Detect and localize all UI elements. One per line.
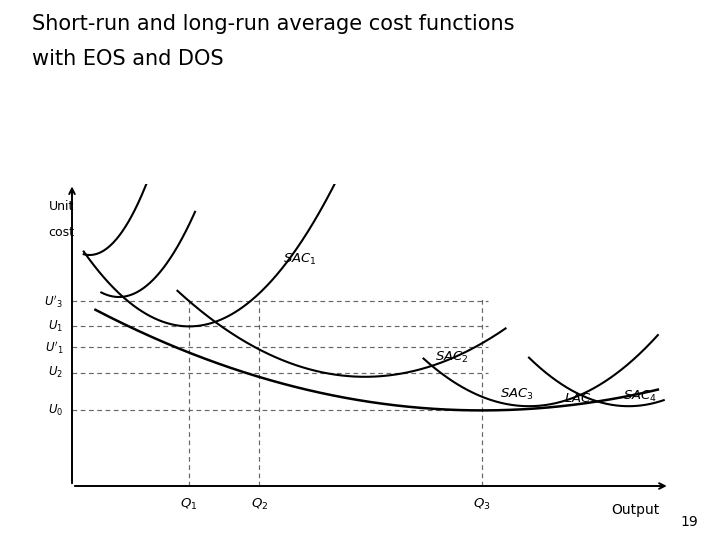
Text: $U_0$: $U_0$ [48, 403, 63, 418]
Text: Unit: Unit [48, 200, 74, 213]
Text: $U_2$: $U_2$ [48, 365, 63, 380]
Text: Short-run and long-run average cost functions: Short-run and long-run average cost func… [32, 14, 515, 33]
Text: $SAC_3$: $SAC_3$ [500, 387, 534, 402]
Text: $U'_1$: $U'_1$ [45, 339, 63, 356]
Text: $SAC_2$: $SAC_2$ [436, 349, 469, 364]
Text: $LAC$: $LAC$ [564, 392, 592, 404]
Text: $Q_2$: $Q_2$ [251, 496, 268, 511]
Text: $Q_3$: $Q_3$ [473, 496, 491, 511]
Text: $U_1$: $U_1$ [48, 319, 63, 334]
Text: $SAC_4$: $SAC_4$ [623, 389, 657, 404]
Text: $U'_3$: $U'_3$ [45, 293, 63, 309]
Text: 19: 19 [680, 515, 698, 529]
Text: with EOS and DOS: with EOS and DOS [32, 49, 224, 69]
Text: $SAC_1$: $SAC_1$ [283, 252, 317, 267]
Text: cost: cost [48, 226, 75, 239]
Text: Output: Output [611, 503, 660, 517]
Text: $Q_1$: $Q_1$ [181, 496, 198, 511]
